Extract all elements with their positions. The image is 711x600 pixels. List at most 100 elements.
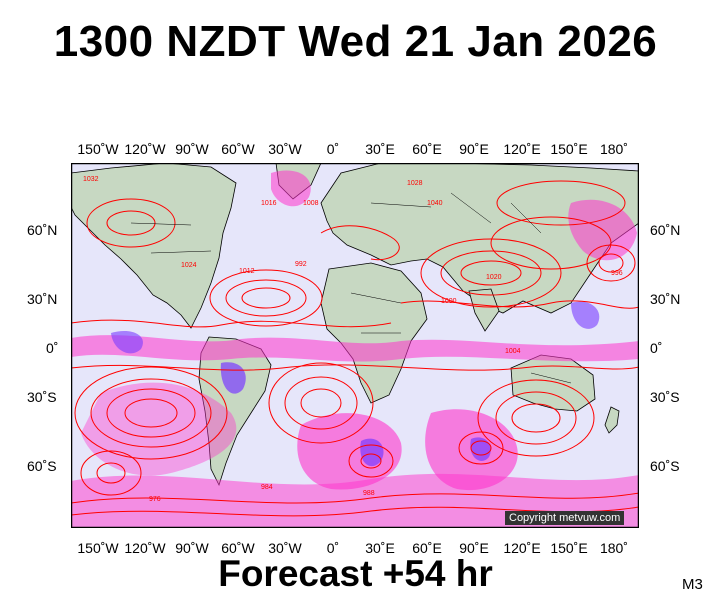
model-label: M3: [682, 576, 703, 593]
isobar-label: 1020: [486, 274, 502, 281]
isobar: [71, 492, 639, 504]
isobar: [511, 403, 561, 433]
top-longitude-axis: 150˚W 120˚W 90˚W 60˚W 30˚W 0˚ 30˚E 60˚E …: [0, 141, 711, 157]
isobar-label: 1012: [239, 268, 255, 275]
rain-band: [297, 413, 402, 490]
isobar-label: 1016: [261, 200, 277, 207]
isobar: [400, 300, 639, 309]
lon-label-bottom: 120˚W: [124, 540, 166, 556]
forecast-label: Forecast +54 hr: [218, 553, 493, 594]
country-borders: [130, 192, 572, 384]
lon-label-bottom: 60˚W: [221, 540, 255, 556]
lat-label-left: 0˚: [46, 340, 59, 356]
rain-band-heavy: [111, 330, 143, 354]
lat-label-right: 0˚: [650, 340, 663, 356]
lon-label-top: 90˚W: [175, 141, 209, 157]
rain-band: [271, 170, 311, 207]
isobar: [71, 364, 639, 371]
isobar: [225, 279, 307, 317]
isobar: [106, 210, 156, 236]
lon-label-top: 90˚E: [459, 141, 489, 157]
isobar-label: 1040: [427, 200, 443, 207]
north-america: [71, 163, 237, 329]
isobar: [284, 376, 358, 430]
isobar: [440, 250, 542, 296]
isobar: [71, 319, 392, 328]
bottom-longitude-axis: 150˚W 120˚W 90˚W 60˚W 30˚W 0˚ 30˚E 60˚E …: [0, 540, 711, 556]
lon-label-bottom: 120˚E: [503, 540, 541, 556]
lat-label-right: 60˚N: [650, 222, 681, 238]
lon-label-top: 0˚: [326, 141, 340, 157]
lat-label-right: 60˚S: [650, 458, 680, 474]
isobar-label: 984: [261, 484, 273, 491]
isobar-label: 988: [363, 490, 375, 497]
eurasia: [320, 163, 639, 314]
isobar-label: 1032: [83, 176, 99, 183]
isobar: [86, 198, 176, 248]
rain-band-heavy: [470, 437, 491, 461]
isobar: [96, 462, 126, 484]
isobar-label: 992: [295, 261, 307, 268]
isobar-label: 1004: [505, 348, 521, 355]
isobar: [460, 260, 522, 286]
isobar-label: 1028: [407, 180, 423, 187]
lon-label-top: 120˚E: [503, 141, 541, 157]
lon-label-bottom: 30˚E: [365, 540, 395, 556]
border-line: [130, 192, 572, 384]
lon-label-top: 60˚E: [412, 141, 442, 157]
isobar: [74, 366, 228, 460]
isobar: [360, 453, 382, 469]
isobar: [458, 431, 504, 465]
isobar: [470, 440, 492, 456]
isobar: [495, 391, 577, 445]
isobar: [241, 287, 291, 309]
lon-label-bottom: 90˚W: [175, 540, 209, 556]
isobar: [90, 378, 212, 448]
isobar-label: 996: [611, 270, 623, 277]
isobar: [496, 180, 626, 226]
lon-label-top: 30˚W: [268, 141, 302, 157]
right-latitude-axis: 60˚N 30˚N 0˚ 30˚S 60˚S: [640, 0, 711, 600]
isobar-label: 976: [149, 496, 161, 503]
isobar-labels: 1032 1016 1024 1008 1012 992 1000 1020 1…: [83, 176, 623, 503]
isobar: [320, 225, 400, 261]
precipitation-layer: [71, 170, 639, 528]
india: [468, 288, 500, 332]
isobar: [124, 398, 178, 428]
isobar: [586, 244, 636, 282]
isobar: [348, 444, 394, 478]
lon-label-bottom: 150˚E: [550, 540, 588, 556]
lon-label-top: 150˚E: [550, 141, 588, 157]
isobar-label: 1008: [303, 200, 319, 207]
rain-band-heavy: [571, 301, 600, 329]
lon-label-bottom: 60˚E: [412, 540, 442, 556]
isobar: [268, 362, 374, 444]
isobar: [106, 388, 196, 438]
rain-band: [71, 473, 639, 528]
lon-label-top: 180˚: [599, 141, 629, 157]
lon-label-top: 30˚E: [365, 141, 395, 157]
isobar: [80, 450, 142, 496]
lon-label-top: 60˚W: [221, 141, 255, 157]
lon-label-bottom: 90˚E: [459, 540, 489, 556]
isobar: [477, 379, 595, 457]
lon-label-bottom: 180˚: [599, 540, 629, 556]
lat-label-left: 60˚N: [27, 222, 58, 238]
forecast-map: 1032 1016 1024 1008 1012 992 1000 1020 1…: [71, 163, 639, 528]
rain-band: [71, 335, 639, 362]
left-latitude-axis: 60˚N 30˚N 0˚ 30˚S 60˚S: [0, 0, 70, 600]
lat-label-left: 30˚N: [27, 291, 58, 307]
isobar: [598, 253, 624, 273]
isobar: [490, 216, 612, 270]
lon-label-bottom: 150˚W: [77, 540, 119, 556]
isobar: [300, 388, 342, 418]
isobar: [420, 238, 562, 308]
lon-label-top: 120˚W: [124, 141, 166, 157]
new-zealand: [604, 406, 620, 434]
map-frame: [71, 163, 639, 528]
lat-label-left: 30˚S: [27, 389, 57, 405]
lon-label-bottom: 30˚W: [268, 540, 302, 556]
copyright-notice: Copyright metvuw.com: [505, 511, 625, 525]
isobar-label: 1024: [181, 262, 197, 269]
isobar-label: 1000: [441, 298, 457, 305]
